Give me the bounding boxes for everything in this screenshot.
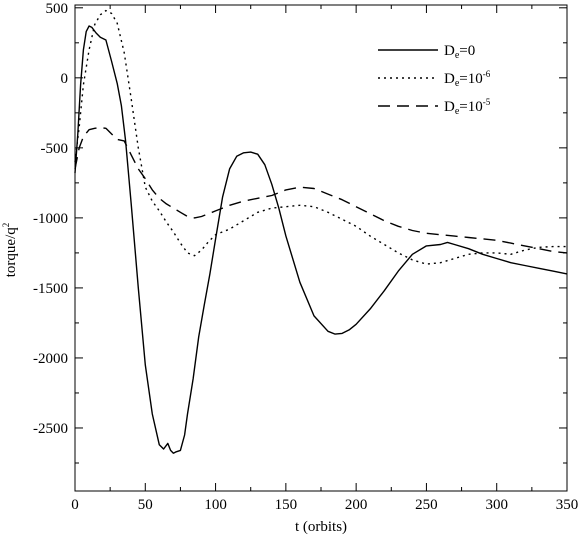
y-tick-label-4: -1500 (33, 281, 68, 297)
legend-label-2: De=10-5 (444, 97, 491, 117)
series-line-2 (74, 126, 568, 254)
series-line-1 (74, 9, 567, 265)
legend-label-1: De=10-6 (444, 69, 491, 89)
y-tick-label-5: -2000 (33, 351, 68, 367)
y-tick-label-6: -2500 (33, 421, 68, 437)
legend: De=0 De=10-6 De=10-5 (378, 43, 491, 117)
y-tick-label-1: 0 (61, 71, 69, 87)
x-tick-label-4: 200 (345, 497, 368, 513)
x-tick-label-7: 350 (556, 497, 578, 513)
plot-frame (74, 4, 568, 492)
y-axis-label-base: torque/q (3, 227, 19, 277)
legend-label-0: De=0 (444, 43, 475, 61)
y-tick-label-3: -1000 (33, 211, 68, 227)
x-axis-label: t (orbits) (295, 519, 347, 535)
y-tick-label-2: -500 (41, 141, 69, 157)
x-tick-label-5: 250 (415, 497, 438, 513)
x-tick-label-6: 300 (485, 497, 508, 513)
y-axis-label: torque/q2 (1, 223, 19, 278)
x-tick-label-1: 50 (138, 497, 153, 513)
axis-ticks: 0 50 100 150 200 250 300 350 500 0 -500 -1000 -1500 -… (33, 1, 578, 513)
series-line-0 (74, 25, 568, 454)
series-lines (74, 9, 568, 454)
x-tick-label-0: 0 (71, 497, 79, 513)
y-axis-label-sup: 2 (1, 223, 11, 228)
x-tick-label-3: 150 (275, 497, 298, 513)
x-tick-label-2: 100 (204, 497, 227, 513)
y-tick-label-0: 500 (46, 1, 69, 17)
